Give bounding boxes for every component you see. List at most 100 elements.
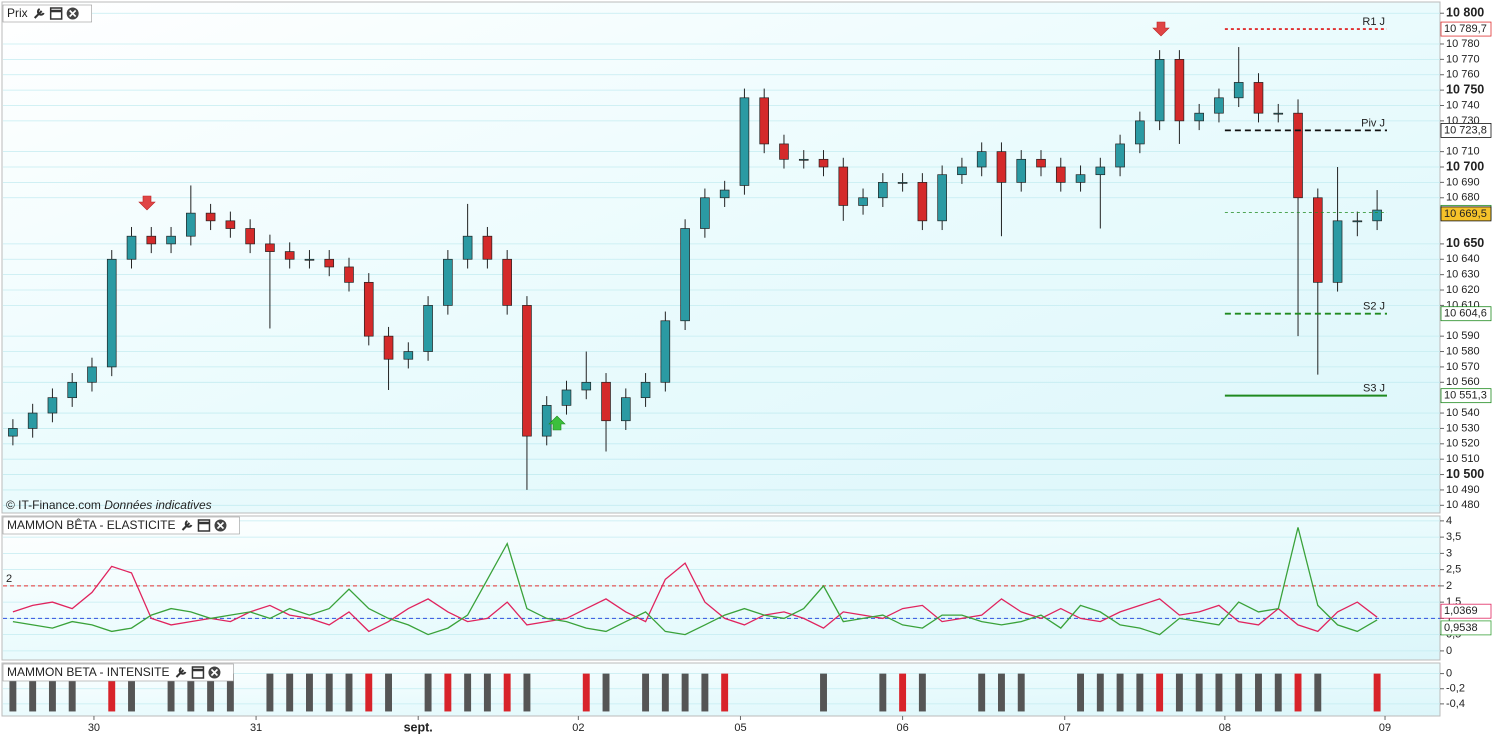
buy-arrow bbox=[548, 415, 566, 431]
candle-body bbox=[225, 220, 236, 229]
intensity-bar bbox=[1235, 673, 1243, 712]
candle-body bbox=[759, 97, 769, 145]
candle-body bbox=[186, 212, 196, 237]
candle-body bbox=[1135, 120, 1145, 145]
candle-body bbox=[917, 182, 928, 222]
settings-icon bbox=[181, 520, 193, 531]
y-tick-label: 10 770 bbox=[1446, 53, 1480, 65]
candle-body bbox=[779, 143, 789, 160]
intensity-bar bbox=[305, 673, 313, 712]
y-tick-label: 10 480 bbox=[1446, 499, 1480, 511]
candle-body bbox=[522, 305, 532, 437]
candle-body bbox=[621, 397, 631, 422]
intensity-bar bbox=[1077, 673, 1085, 712]
credit: © IT-Finance.com Données indicatives bbox=[6, 498, 212, 512]
candle-body bbox=[937, 174, 947, 222]
value-badge-label: 10 723,8 bbox=[1444, 124, 1487, 136]
intensity-bar bbox=[286, 673, 294, 712]
value-badge bbox=[1440, 388, 1492, 404]
settings-icon bbox=[175, 667, 187, 678]
y-tick-label: 10 640 bbox=[1446, 253, 1480, 265]
level-name: R1 J bbox=[1362, 16, 1385, 28]
title-box bbox=[2, 663, 234, 682]
x-tick-label: 02 bbox=[572, 722, 584, 734]
candle-body bbox=[1253, 82, 1264, 114]
y-tick-label: 10 500 bbox=[1446, 467, 1484, 481]
intensity-bar bbox=[1274, 673, 1282, 712]
y-tick-label: 10 700 bbox=[1446, 159, 1484, 173]
intensity-bar bbox=[325, 673, 333, 712]
settings-icon bbox=[33, 8, 45, 19]
intensity-bar bbox=[226, 673, 234, 712]
panel-title: MAMMON BETA - INTENSITE bbox=[7, 665, 169, 679]
candle-body bbox=[561, 389, 572, 406]
title-box bbox=[2, 516, 240, 535]
sell-arrow bbox=[138, 195, 156, 211]
x-tick-label: 31 bbox=[250, 722, 262, 734]
price-panel bbox=[1, 1, 1441, 514]
value-badge bbox=[1440, 123, 1492, 138]
candle-body bbox=[324, 258, 335, 268]
y-tick-label: 10 530 bbox=[1446, 422, 1480, 434]
intensity-bar bbox=[681, 673, 689, 712]
x-tick-label: 08 bbox=[1219, 722, 1231, 734]
candle-body bbox=[166, 235, 176, 245]
window-icon bbox=[191, 666, 205, 679]
intensity-bar bbox=[167, 673, 175, 712]
candle-body bbox=[1273, 112, 1284, 115]
intensity-bar bbox=[266, 673, 274, 712]
panel-titles: Prix MAMMON BÊTA - ELASTICITE MAMMON BETA … bbox=[2, 4, 240, 682]
indicator-line bbox=[12, 527, 1378, 636]
value-badge-label: 0,9538 bbox=[1444, 622, 1478, 634]
candle-body bbox=[541, 405, 552, 437]
candle-body bbox=[106, 258, 117, 368]
intensity-bar bbox=[1314, 673, 1322, 712]
candle-body bbox=[581, 381, 592, 391]
intensity-bar bbox=[701, 673, 709, 712]
candle-body bbox=[265, 243, 275, 252]
value-badge-label: 10 789,7 bbox=[1444, 23, 1487, 35]
candle-body bbox=[403, 351, 414, 360]
intensity-bar bbox=[820, 673, 827, 712]
y-tick-label: 10 760 bbox=[1446, 69, 1480, 81]
candle-body bbox=[1233, 82, 1244, 99]
intensity-bar bbox=[997, 673, 1005, 712]
candle-body bbox=[1075, 174, 1086, 183]
y-tick-label: 4 bbox=[1446, 515, 1452, 527]
y-tick-label: 10 710 bbox=[1446, 146, 1480, 158]
x-tick-label: 30 bbox=[88, 722, 100, 734]
credit-text: © IT-Finance.com bbox=[6, 498, 101, 512]
intensity-bar bbox=[1136, 673, 1144, 712]
candle-body bbox=[897, 182, 908, 184]
candle-body bbox=[1115, 143, 1125, 168]
candle-body bbox=[245, 228, 255, 245]
y-tick-label: 0 bbox=[1446, 668, 1452, 680]
panel-title: Prix bbox=[7, 6, 28, 20]
intensity-bar bbox=[345, 673, 353, 712]
candle-body bbox=[67, 381, 77, 399]
candle-body bbox=[1095, 166, 1106, 176]
y-tick-label: 0 bbox=[1446, 645, 1452, 657]
candle-body bbox=[27, 412, 38, 429]
candle-body bbox=[1036, 158, 1046, 168]
candle-body bbox=[601, 381, 611, 422]
candle-body bbox=[700, 197, 710, 229]
candle-body bbox=[660, 320, 671, 383]
intensity-bar bbox=[602, 673, 610, 712]
candle-body bbox=[1313, 197, 1323, 283]
y-tick-label: 10 590 bbox=[1446, 330, 1480, 342]
candle-body bbox=[640, 381, 651, 399]
intensity-bar bbox=[1017, 673, 1025, 712]
x-tick-label: 06 bbox=[896, 722, 908, 734]
candle-body bbox=[957, 166, 967, 176]
candle-body bbox=[284, 251, 295, 260]
x-tick-label: 05 bbox=[734, 722, 746, 734]
intensity-bar bbox=[1175, 673, 1183, 712]
intensity-bar bbox=[582, 673, 590, 712]
candle-body bbox=[205, 212, 216, 222]
candle-body bbox=[423, 305, 433, 352]
y-tick-label: 10 680 bbox=[1446, 192, 1480, 204]
y-tick-label: 10 490 bbox=[1446, 484, 1480, 496]
intensity-bar bbox=[1215, 673, 1223, 712]
